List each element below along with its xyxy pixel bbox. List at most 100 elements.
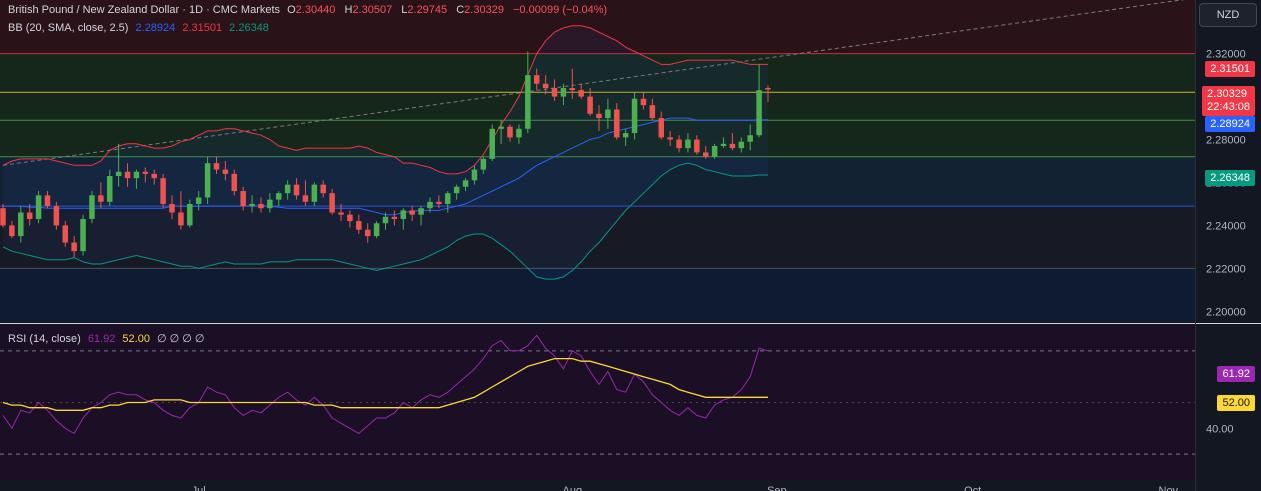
rsi-legend[interactable]: RSI (14, close) 61.92 52.00 ∅ ∅ ∅ ∅ (8, 332, 209, 345)
currency-button[interactable]: NZD (1199, 3, 1257, 27)
candle (160, 173, 166, 209)
candle-body (356, 221, 362, 230)
candle (507, 124, 513, 142)
candle (364, 223, 371, 243)
candle-body (178, 212, 184, 226)
candle (578, 83, 584, 99)
last-price-tag: 2.30329 22:43:08 (1202, 86, 1255, 116)
bb-upper-line (2, 25, 768, 175)
candle (98, 182, 104, 209)
candle-body (507, 126, 513, 138)
candle (213, 156, 220, 174)
candle (729, 133, 736, 151)
candle (480, 156, 487, 174)
candle (569, 68, 576, 99)
candle (489, 124, 496, 161)
last-price: 2.30329 (1207, 88, 1247, 100)
time-tick: Aug (563, 485, 583, 491)
candle-body (560, 88, 567, 97)
candle (231, 169, 238, 196)
candle-body (267, 199, 273, 209)
candle (765, 85, 771, 102)
candle (151, 169, 157, 185)
bb-lower-tag: 2.26348 (1205, 170, 1255, 186)
candle-body (26, 212, 33, 219)
candle-body (124, 171, 131, 179)
rsi-extra-values: ∅ ∅ ∅ ∅ (157, 333, 205, 345)
candle (373, 221, 380, 239)
candle-body (302, 195, 309, 202)
bb-legend[interactable]: BB (20, SMA, close, 2.5) 2.28924 2.31501… (8, 22, 273, 34)
bb-basis-value: 2.28924 (135, 22, 176, 34)
candle (551, 79, 558, 101)
price-tick: 2.28000 (1206, 135, 1246, 147)
candle-body (631, 98, 638, 134)
rsi-ma-tag: 52.00 (1217, 395, 1255, 411)
candle (142, 167, 149, 183)
candle-body (578, 90, 584, 97)
candle-body (676, 139, 682, 149)
candle-body (658, 118, 665, 138)
candle-body (667, 137, 673, 140)
rsi-tick: 40.00 (1206, 423, 1234, 435)
candle-body (587, 96, 593, 114)
bb-label: BB (20, SMA, close, 2.5) (8, 22, 129, 34)
rsi-tag: 61.92 (1217, 366, 1255, 382)
candle (649, 98, 656, 121)
time-tick: Nov (1159, 485, 1179, 491)
candle (26, 203, 33, 226)
candle-body (142, 171, 149, 174)
ohlc-values: O2.30440 H2.30507 L2.29745 C2.30329 −0.0… (287, 4, 608, 16)
candle-body (711, 145, 718, 157)
candle (80, 214, 86, 256)
symbol-legend: British Pound / New Zealand Dollar · 1D … (8, 4, 615, 16)
candle-body (9, 225, 15, 237)
bb-lower-line (2, 162, 768, 280)
candle (18, 206, 24, 243)
time-tick: Jul (192, 485, 206, 491)
candle (587, 88, 593, 116)
candle-body (195, 197, 202, 204)
candle-body (462, 180, 469, 187)
candle (62, 221, 69, 247)
candle (222, 161, 229, 181)
time-axis: Jul Aug Sep Oct Nov (192, 485, 1179, 491)
candle-body (569, 88, 576, 91)
candle-body (747, 135, 753, 142)
candle-body (489, 128, 496, 159)
candle-body (89, 195, 95, 219)
candle-body (44, 195, 51, 207)
candle (302, 180, 309, 207)
price-tick: 2.24000 (1206, 220, 1246, 232)
candle-body (542, 83, 549, 89)
candle (329, 188, 335, 215)
candle (382, 212, 389, 230)
candle (53, 201, 60, 230)
candle (747, 124, 753, 151)
candle-body (498, 126, 504, 129)
candle (596, 105, 602, 131)
candle-body (293, 184, 300, 196)
candle (356, 214, 362, 234)
candle (560, 83, 567, 106)
candle-body (80, 218, 86, 252)
candle (471, 165, 478, 185)
candle (44, 191, 51, 209)
candle-body (35, 195, 42, 219)
candle-body (53, 206, 60, 226)
rsi-line (2, 334, 769, 435)
bb-lower-value: 2.26348 (229, 22, 269, 34)
candle (338, 203, 344, 222)
candle (35, 191, 42, 224)
candle (115, 143, 122, 187)
candle-body (258, 203, 264, 209)
candle-body (382, 216, 389, 224)
candle (169, 195, 175, 219)
candle (445, 191, 451, 213)
candle (614, 103, 620, 140)
candle (667, 130, 673, 146)
candle-body (187, 203, 193, 226)
candle (738, 137, 745, 153)
candle (631, 92, 638, 140)
